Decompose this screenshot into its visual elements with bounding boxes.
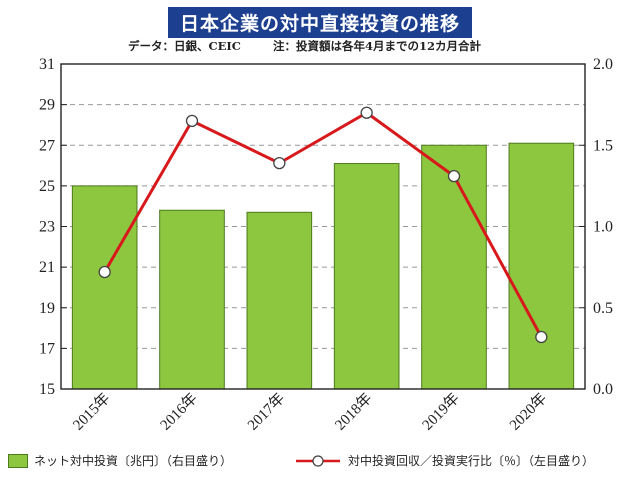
- left-tick-label: 17: [39, 340, 55, 357]
- x-tick-label: 2015年: [70, 390, 114, 434]
- line-point: [273, 156, 286, 170]
- bar-series: [71, 142, 575, 390]
- chart-area: 15 17 19 21 23 25 27 29 31 0.0 0.5 1.0 1.5 2.0 2015年…: [39, 56, 613, 434]
- bar: [159, 209, 225, 390]
- x-tick-label: 2017年: [244, 390, 288, 434]
- bar: [508, 142, 575, 390]
- right-tick-label: 0.5: [593, 300, 613, 317]
- bar: [421, 144, 487, 390]
- bar: [71, 185, 138, 390]
- bar: [333, 163, 400, 390]
- legend-bar-swatch: [8, 453, 28, 468]
- legend: ネット対中投資〔兆円〕（右目盛り） 対中投資回収／投資実行比〔％〕（左目盛り）: [0, 446, 640, 474]
- series-line: [103, 111, 543, 338]
- line-point: [185, 114, 199, 128]
- left-tick-label: 19: [39, 300, 55, 317]
- right-axis-ticks: 0.0 0.5 1.0 1.5 2.0: [579, 56, 613, 398]
- left-tick-label: 21: [39, 259, 55, 276]
- legend-line-swatch: [296, 454, 340, 467]
- line-point: [535, 330, 548, 344]
- line-point: [360, 106, 373, 119]
- x-tick-label: 2019年: [419, 390, 463, 434]
- x-tick-label: 2020年: [506, 390, 550, 434]
- x-tick-label: 2016年: [157, 390, 201, 434]
- line-series: [98, 106, 548, 344]
- right-tick-label: 2.0: [593, 56, 613, 73]
- legend-item-bar: ネット対中投資〔兆円〕（右目盛り）: [8, 452, 232, 469]
- line-point: [98, 265, 111, 279]
- left-tick-label: 25: [39, 178, 55, 195]
- left-tick-label: 27: [39, 137, 55, 154]
- left-tick-label: 15: [39, 381, 55, 398]
- legend-bar-label: ネット対中投資〔兆円〕（右目盛り）: [34, 454, 233, 468]
- right-tick-label: 1.0: [593, 219, 613, 236]
- left-tick-label: 23: [39, 219, 55, 236]
- source-line: データ：日銀、CEIC 注：投資額は各年4月までの12カ月合計: [128, 38, 481, 54]
- left-axis-ticks: 15 17 19 21 23 25 27 29 31: [39, 56, 67, 398]
- x-tick-label: 2018年: [332, 390, 376, 434]
- gridlines: [61, 104, 585, 349]
- note-text: 注：投資額は各年4月までの12カ月合計: [272, 39, 481, 53]
- left-tick-label: 31: [39, 56, 55, 73]
- line-point: [447, 169, 461, 183]
- source-text: データ：日銀、CEIC: [128, 39, 241, 53]
- chart-title: 日本企業の対中直接投資の推移: [167, 7, 472, 38]
- bar: [246, 211, 313, 390]
- title-wrapper: 日本企業の対中直接投資の推移: [0, 7, 640, 38]
- right-tick-label: 1.5: [593, 137, 613, 154]
- legend-line-label: 対中投資回収／投資実行比〔％〕（左目盛り）: [348, 454, 595, 468]
- right-tick-label: 0.0: [593, 381, 613, 398]
- left-tick-label: 29: [39, 97, 55, 114]
- legend-item-line: 対中投資回収／投資実行比〔％〕（左目盛り）: [294, 452, 594, 469]
- x-axis-ticks: 2015年 2016年 2017年 2018年 2019年 2020年: [70, 390, 551, 434]
